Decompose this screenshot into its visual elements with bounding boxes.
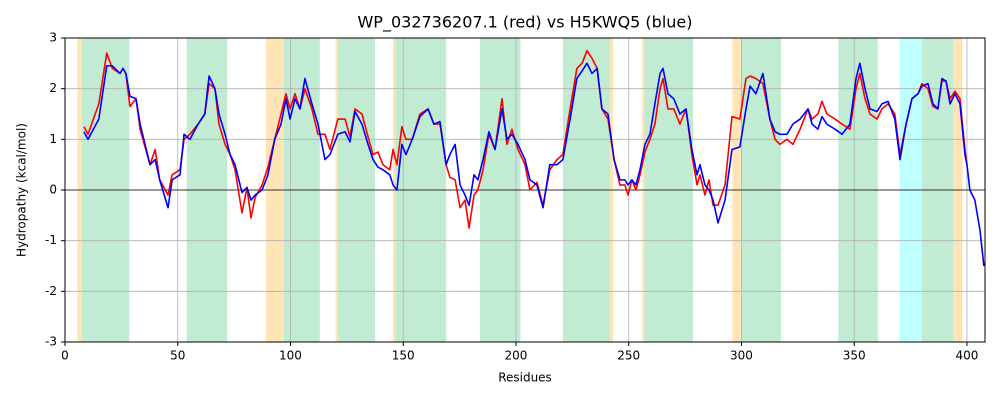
- y-tick-label: 2: [49, 81, 57, 95]
- x-tick-label: 300: [730, 349, 753, 363]
- x-tick-label: 400: [956, 349, 979, 363]
- x-tick-label: 100: [279, 349, 302, 363]
- data-line: [83, 62, 985, 267]
- y-tick-label: 0: [49, 183, 57, 197]
- y-tick-label: -1: [45, 233, 57, 247]
- x-tick-label: 0: [61, 349, 69, 363]
- x-tick-label: 200: [505, 349, 528, 363]
- y-tick-label: 1: [49, 132, 57, 146]
- x-axis-label: Residues: [498, 371, 552, 385]
- y-axis-label: Hydropathy (kcal/mol): [15, 123, 29, 257]
- plot-frame: [64, 37, 986, 343]
- x-tick-label: 250: [617, 349, 640, 363]
- chart-title: WP_032736207.1 (red) vs H5KWQ5 (blue): [357, 13, 692, 33]
- x-tick-label: 350: [843, 349, 866, 363]
- x-tick-label: 50: [170, 349, 185, 363]
- data-line: [83, 49, 968, 229]
- y-tick-label: 3: [49, 31, 57, 45]
- y-tick-label: -3: [45, 335, 57, 349]
- x-tick-label: 150: [392, 349, 415, 363]
- y-tick-label: -2: [45, 284, 57, 298]
